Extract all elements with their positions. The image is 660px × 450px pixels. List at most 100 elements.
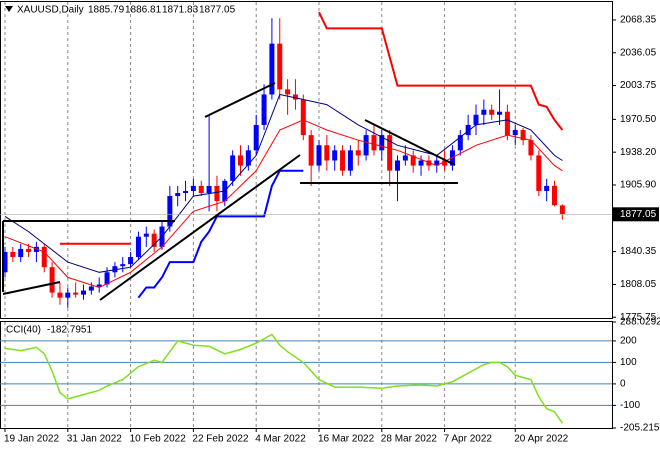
y-tick-label: 288.0292 <box>620 317 660 328</box>
y-tick-label: 1970.50 <box>620 114 657 125</box>
x-tick-label: 28 Mar 2022 <box>381 434 438 445</box>
candle-body <box>324 145 330 161</box>
candle-body <box>340 150 346 171</box>
candle-body <box>395 160 400 171</box>
candle-body <box>355 150 361 156</box>
y-tick-label: 1905.90 <box>620 180 657 191</box>
candle-body <box>489 109 495 115</box>
y-tick-label: 2068.35 <box>620 15 657 26</box>
indicator-value: -182.7951 <box>47 325 92 336</box>
trend-line <box>2 281 61 295</box>
candle-body <box>143 233 149 237</box>
candle-body <box>135 236 141 258</box>
candle-body <box>81 290 86 295</box>
candle-body <box>308 135 314 166</box>
x-tick-label: 16 Mar 2022 <box>318 434 375 445</box>
y-tick-label: 1808.05 <box>620 279 657 290</box>
price-label: 1877.05 <box>620 209 657 220</box>
candle-body <box>183 190 189 194</box>
candle-body <box>457 135 463 151</box>
header-open: 1885.79 <box>88 5 125 16</box>
chart-title: XAUUSD,Daily <box>17 5 84 16</box>
candle-body <box>41 246 47 268</box>
candle-body <box>190 185 196 191</box>
y-tick-label: 100 <box>620 357 637 368</box>
candle-body <box>379 135 385 151</box>
line <box>59 11 564 245</box>
candle-body <box>2 251 8 273</box>
x-tick-label: 31 Jan 2022 <box>67 434 122 445</box>
candle-body <box>410 155 416 166</box>
candle-body <box>481 109 487 115</box>
candle-body <box>528 140 534 156</box>
y-tick-label: -100 <box>620 400 640 411</box>
y-tick-label: -205.2153 <box>620 423 660 434</box>
trend-line <box>99 154 301 301</box>
trend-line <box>364 119 456 166</box>
candle-body <box>230 155 236 181</box>
line <box>137 169 304 299</box>
header-high: 1886.81 <box>125 5 162 16</box>
candle-body <box>238 155 243 166</box>
line <box>4 333 564 424</box>
candle-body <box>387 135 393 171</box>
candle-body <box>434 160 440 166</box>
header-low: 1871.83 <box>162 5 199 16</box>
candle-body <box>120 264 126 267</box>
candle-body <box>167 196 173 227</box>
candle-body <box>151 233 157 247</box>
x-tick-label: 7 Apr 2022 <box>444 434 493 445</box>
x-tick-label: 4 Mar 2022 <box>255 434 306 445</box>
candle-body <box>175 193 181 197</box>
candle-body <box>26 248 32 252</box>
candle-body <box>552 185 557 206</box>
line <box>4 93 563 273</box>
candle-body <box>253 124 259 151</box>
x-tick-label: 22 Feb 2022 <box>192 434 249 445</box>
y-tick-label: 2036.05 <box>620 47 657 58</box>
candle-body <box>18 248 24 258</box>
candle-body <box>198 185 204 194</box>
candle-body <box>418 160 424 166</box>
candle-body <box>277 43 283 90</box>
candle-body <box>285 89 291 95</box>
candle-body <box>402 155 408 161</box>
x-tick-label: 19 Jan 2022 <box>4 434 59 445</box>
indicator-title: CCI(40) <box>6 325 41 336</box>
y-tick-label: 1938.20 <box>620 147 657 158</box>
y-tick-label: 2003.75 <box>620 80 657 91</box>
candle-body <box>544 185 550 191</box>
candle-body <box>442 160 448 166</box>
candle-body <box>245 150 251 166</box>
drawings <box>2 82 458 301</box>
candle-body <box>465 124 471 136</box>
candle-body <box>269 43 275 95</box>
candle-body <box>49 267 55 293</box>
candle-body <box>300 99 306 136</box>
line <box>4 119 563 289</box>
candle-body <box>473 114 479 125</box>
candle-body <box>347 150 353 171</box>
candle-body <box>214 185 220 202</box>
x-tick-label: 20 Apr 2022 <box>514 434 568 445</box>
y-tick-label: 1775.75 <box>620 312 657 323</box>
y-tick-label: 0 <box>620 379 626 390</box>
candle-body <box>512 130 518 136</box>
candle-body <box>10 251 16 258</box>
candle-body <box>261 94 267 125</box>
candle-body <box>363 135 369 156</box>
candle-body <box>104 272 110 285</box>
candle-body <box>206 185 212 194</box>
candle-body <box>57 292 63 298</box>
candle-body <box>332 150 338 161</box>
candle-body <box>88 286 94 291</box>
candle-body <box>520 130 526 141</box>
plot <box>0 11 612 424</box>
menu-arrow <box>5 6 13 12</box>
candle-body <box>73 292 79 295</box>
header-close: 1877.05 <box>199 5 236 16</box>
y-tick-label: 1840.35 <box>620 246 657 257</box>
candle-body <box>112 266 118 273</box>
